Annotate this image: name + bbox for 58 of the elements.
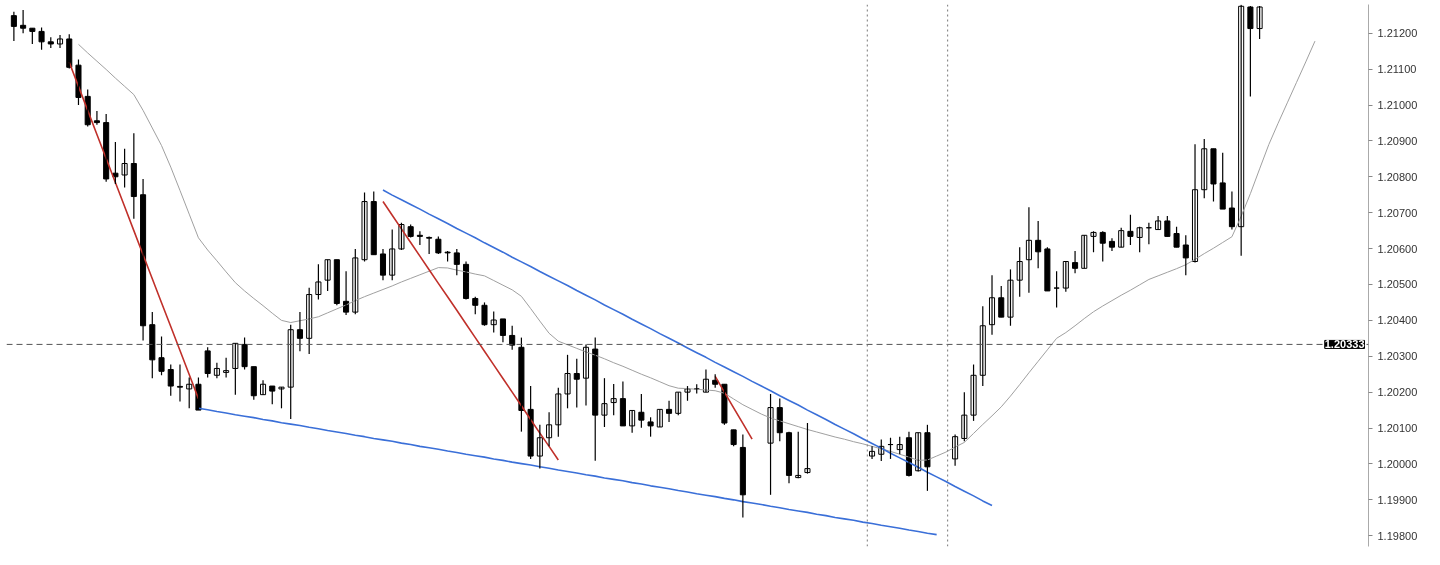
candlestick: [361, 191, 368, 263]
y-tick-label: 1.19900: [1377, 493, 1418, 506]
candlestick: [1173, 226, 1180, 248]
y-tick-label: 1.20700: [1377, 206, 1418, 219]
line-series: [77, 40, 1316, 461]
candlestick: [1136, 226, 1143, 253]
line-series: [382, 189, 993, 507]
y-tick-label: 1.21200: [1377, 27, 1418, 40]
candlestick: [970, 363, 977, 422]
candlestick: [647, 416, 654, 438]
candlestick: [204, 346, 211, 379]
candlestick: [527, 385, 534, 460]
candlestick: [555, 387, 562, 438]
y-tick-label: 1.20000: [1377, 457, 1418, 470]
candlestick: [241, 337, 248, 371]
candlestick: [767, 393, 774, 496]
candlestick: [1081, 234, 1088, 269]
line-series: [714, 375, 753, 440]
candlestick: [1210, 148, 1217, 203]
candlestick: [924, 424, 931, 492]
candlestick: [1127, 214, 1134, 246]
candlestick: [1044, 246, 1051, 292]
candlestick: [1164, 215, 1171, 237]
candlestick: [610, 383, 617, 416]
candlestick: [481, 301, 488, 327]
y-tick-label: 1.20200: [1377, 386, 1418, 399]
candlestick: [398, 222, 405, 251]
candlestick: [961, 391, 968, 442]
candlestick: [1247, 5, 1254, 97]
candlestick: [564, 354, 571, 409]
candlestick: [232, 342, 239, 396]
candlestick: [315, 263, 322, 301]
y-tick-label: 1.20800: [1377, 170, 1418, 183]
y-tick-label: 1.20600: [1377, 242, 1418, 255]
candlestick: [269, 385, 276, 405]
y-tick-label: 1.20300: [1377, 350, 1418, 363]
candlestick: [158, 335, 165, 376]
candlestick: [1090, 230, 1097, 253]
candlestick: [1256, 5, 1263, 40]
candlestick: [444, 250, 451, 263]
ref-line-label: 1.20333: [1324, 338, 1365, 351]
y-tick-label: 1.20900: [1377, 134, 1418, 147]
y-tick-label: 1.20500: [1377, 278, 1418, 291]
y-tick-label: 1.21100: [1377, 63, 1417, 76]
candlestick: [518, 337, 525, 433]
candlestick: [804, 422, 811, 475]
y-tick-label: 1.19800: [1377, 529, 1418, 542]
candlestick: [324, 259, 331, 292]
candlestick: [38, 26, 45, 51]
candlestick: [601, 377, 608, 428]
y-tick-label: 1.21000: [1377, 99, 1418, 111]
candlestick: [278, 386, 285, 409]
line-series: [382, 200, 560, 461]
candlestick: [638, 393, 645, 429]
y-tick-label: 1.20400: [1377, 314, 1418, 327]
y-tick-label: 1.20100: [1377, 422, 1418, 435]
candlestick: [121, 148, 128, 189]
candlestick: [1007, 268, 1014, 327]
